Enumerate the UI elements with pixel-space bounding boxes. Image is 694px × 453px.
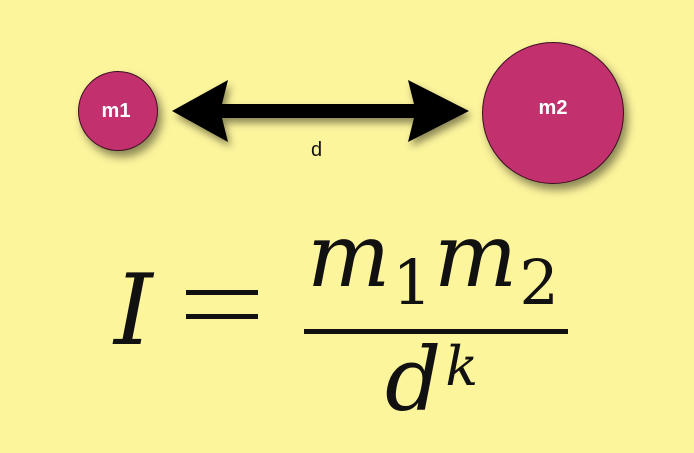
- denominator-base: d: [385, 328, 442, 431]
- fraction-bar: [304, 329, 568, 334]
- formula-denominator: d k: [385, 336, 478, 424]
- mass-m2-label: m2: [538, 97, 568, 119]
- mass-m1-label: m1: [101, 99, 131, 122]
- numerator-sub-1: 1: [392, 246, 432, 319]
- denominator-exponent: k: [445, 335, 479, 398]
- formula-equals-sign: [186, 272, 258, 332]
- numerator-sub-2: 2: [519, 246, 559, 319]
- arrow-shape: [172, 80, 469, 142]
- numerator-var-1: m: [307, 204, 391, 307]
- numerator-var-2: m: [433, 204, 518, 307]
- formula-numerator: m 1 m 2: [307, 204, 561, 319]
- mass-m2-circle: m2: [482, 42, 624, 184]
- formula-lhs: I: [114, 254, 153, 368]
- mass-m1-circle: m1: [78, 71, 158, 151]
- distance-label: d: [311, 139, 323, 161]
